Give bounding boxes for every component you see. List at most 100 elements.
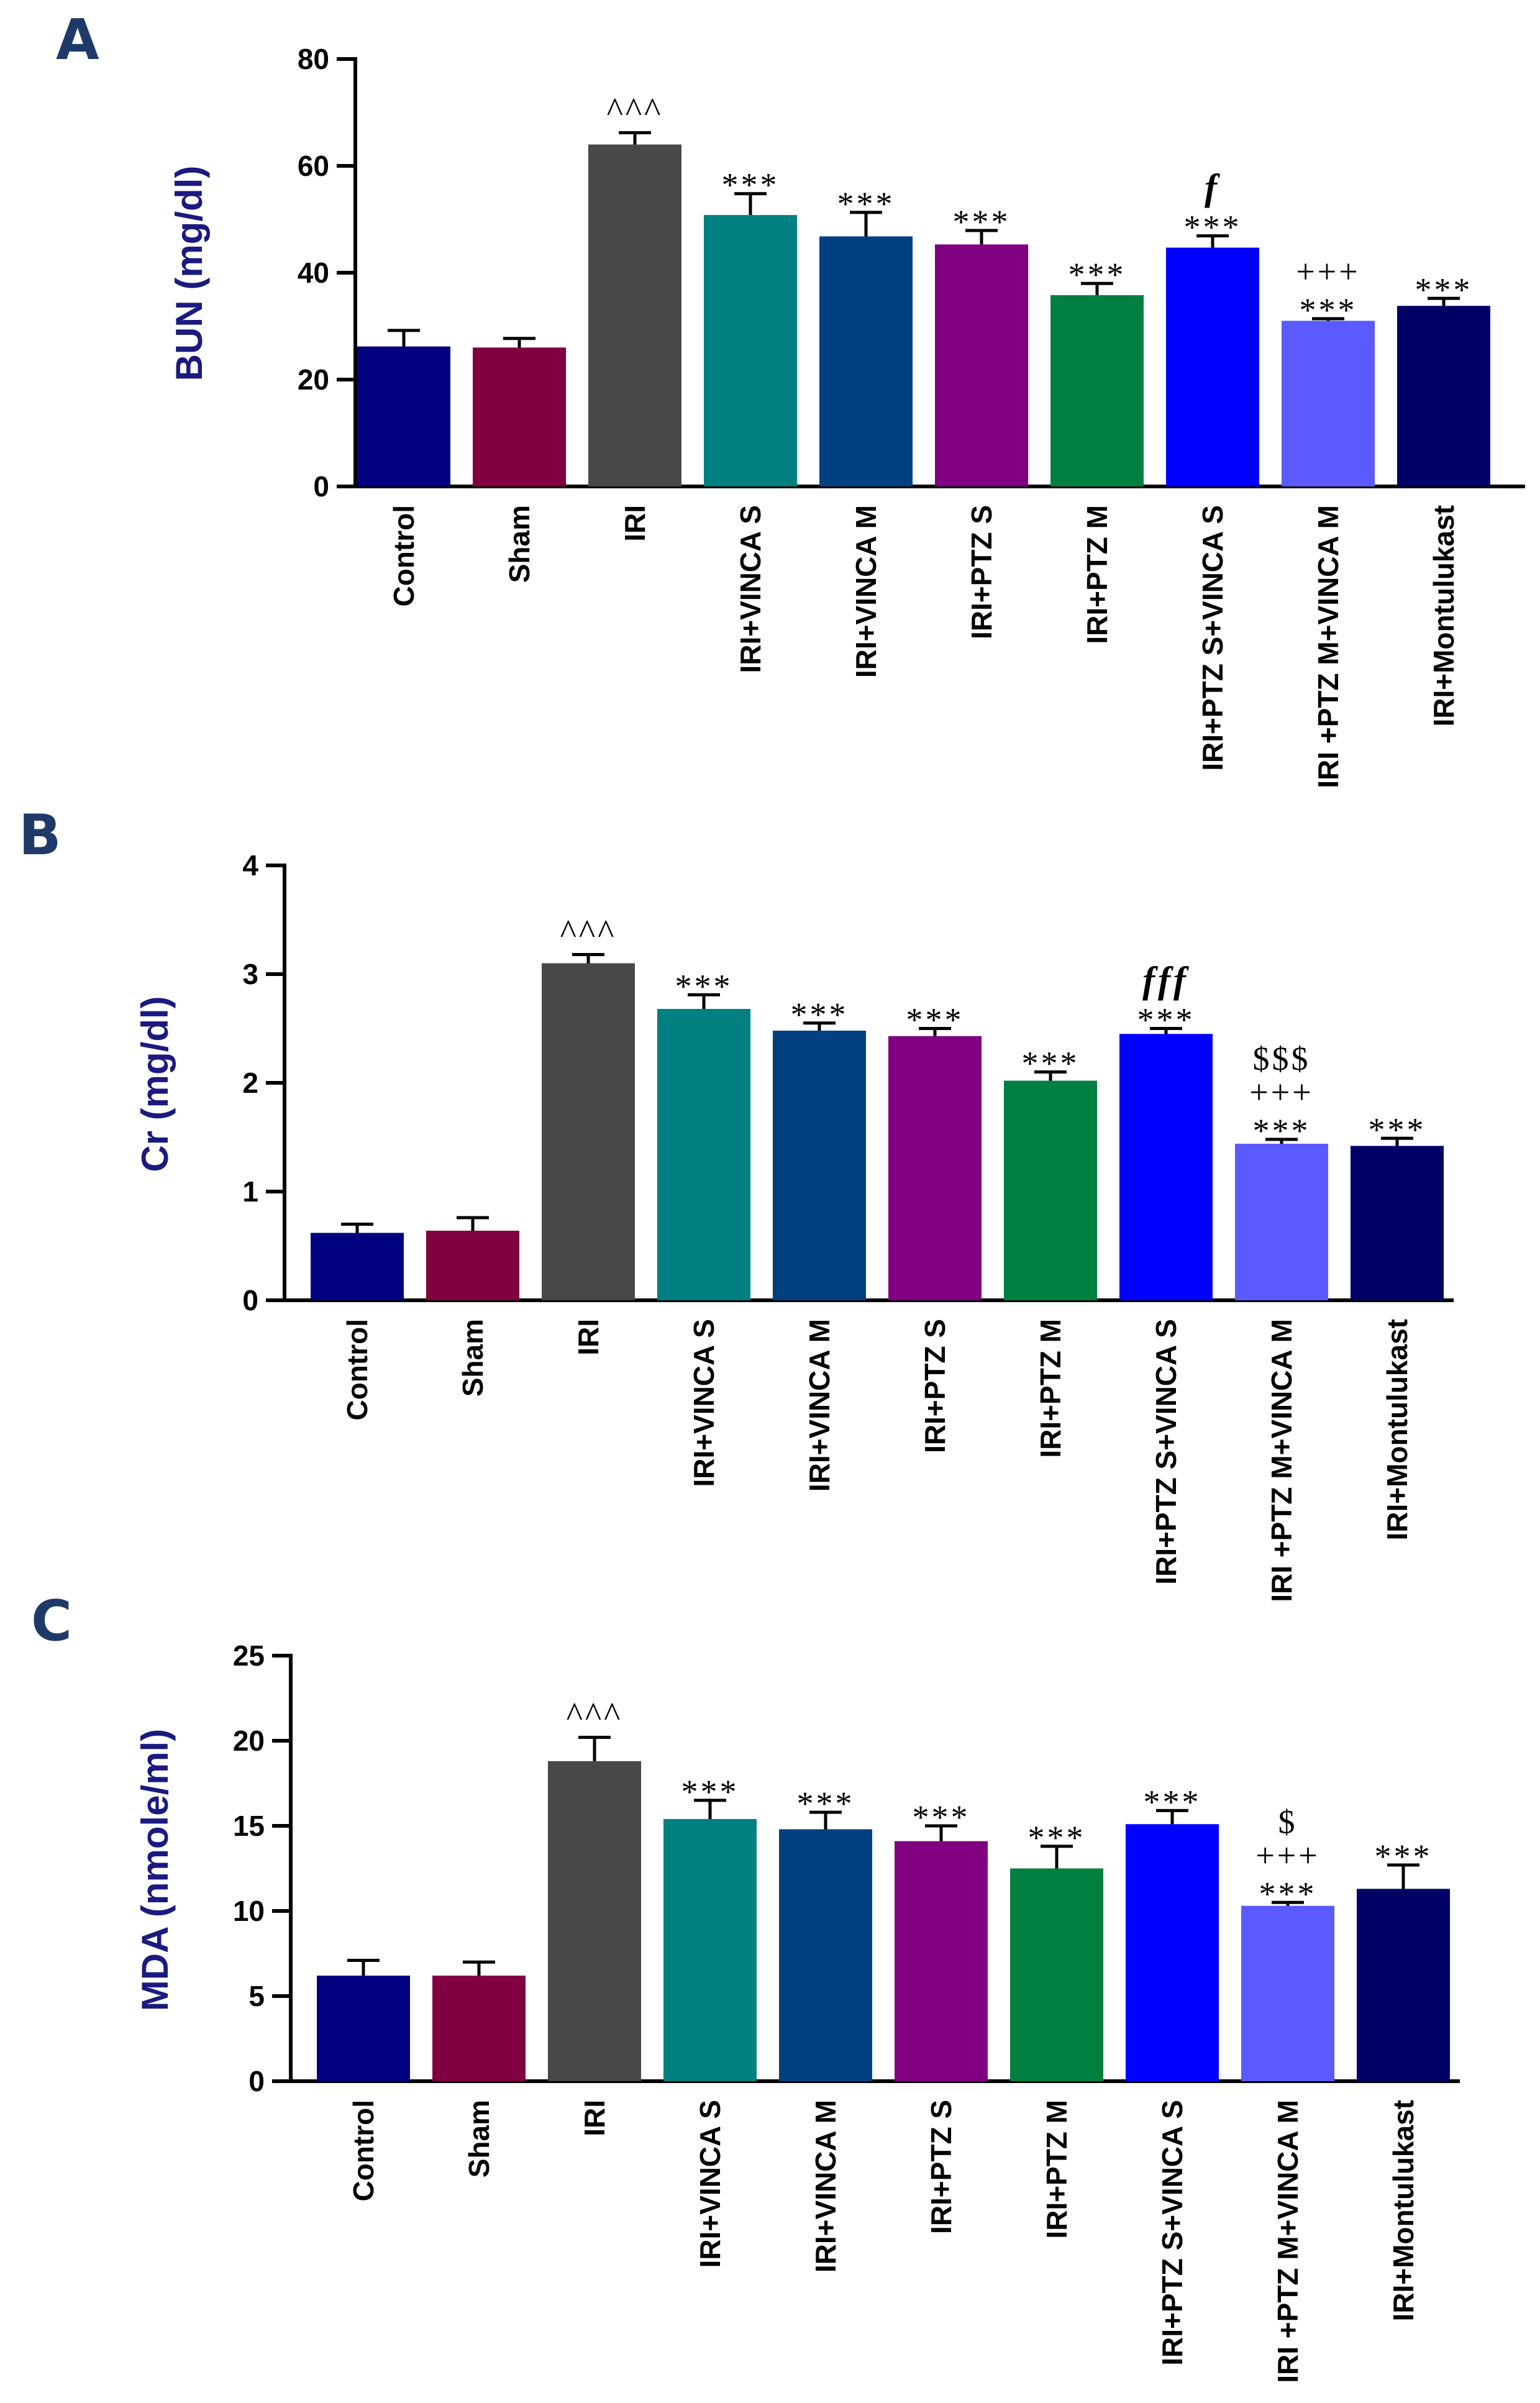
bar: [1010, 1868, 1103, 2081]
category-label: IRI+PTZ S: [925, 2100, 957, 2234]
significance-label: ^^^: [567, 1696, 623, 1735]
category-label: Control: [388, 505, 420, 607]
panel-letter: C: [31, 1589, 72, 1654]
category-label: IRI+PTZ S: [965, 505, 998, 639]
significance-label: ***: [1369, 1111, 1426, 1148]
category-label: IRI+VINCA M: [809, 2100, 842, 2273]
significance-label: ***: [1022, 1045, 1080, 1082]
significance-label: ***: [1253, 1112, 1311, 1149]
category-label: IRI+PTZ M: [1041, 2100, 1073, 2239]
category-label: IRI+PTZ S+VINCA S: [1196, 505, 1229, 771]
bar: [1282, 321, 1375, 486]
category-label: IRI: [619, 505, 651, 542]
panel-b: B 0 1 2 3 4 Cr (mg/dl) Control Sham ^^^ IRI *** IRI…: [19, 803, 1454, 1602]
panel-letter: B: [19, 803, 62, 868]
y-tick-label: 20: [298, 363, 329, 396]
category-label: IRI+Montulukast: [1428, 505, 1460, 727]
bar: [935, 244, 1028, 486]
significance-label: ^^^: [607, 91, 663, 130]
y-tick-label: 2: [242, 1067, 258, 1099]
category-label: IRI+VINCA S: [734, 505, 767, 673]
bar: [704, 215, 797, 486]
significance-label: ***: [722, 166, 780, 204]
category-label: Control: [347, 2100, 380, 2202]
bar: [1241, 1905, 1334, 2081]
y-tick-label: 60: [298, 150, 329, 182]
significance-label: ***: [913, 1799, 970, 1836]
category-label: IRI+PTZ S+VINCA S: [1150, 1319, 1182, 1585]
bar: [819, 236, 913, 486]
bar: [473, 347, 566, 486]
bar: [888, 1036, 982, 1300]
bar: [357, 346, 450, 486]
y-tick-label: 40: [298, 257, 329, 289]
category-label: IRI+VINCA M: [850, 505, 882, 678]
category-label: IRI: [578, 2100, 611, 2136]
y-tick-label: 3: [242, 958, 258, 990]
category-label: IRI+VINCA S: [694, 2100, 726, 2268]
significance-label: ***: [797, 1785, 855, 1822]
significance-label: ***: [1068, 256, 1126, 293]
category-label: Sham: [503, 505, 535, 583]
significance-label: ***: [1144, 1783, 1201, 1820]
panel-letter: A: [56, 7, 99, 73]
bar: [1119, 1034, 1213, 1300]
significance-label: ***: [1259, 1875, 1317, 1912]
significance-label: f: [1205, 167, 1221, 208]
significance-label: ***: [953, 203, 1011, 240]
y-axis-title: MDA (nmole/ml): [134, 1729, 176, 2011]
category-label: IRI+Montulukast: [1381, 1319, 1413, 1541]
category-label: IRI +PTZ M+VINCA M: [1312, 505, 1344, 788]
significance-label: +++: [1255, 1836, 1319, 1874]
significance-label: ***: [1375, 1838, 1433, 1875]
significance-label: ***: [675, 967, 733, 1005]
category-label: IRI+Montulukast: [1387, 2100, 1419, 2322]
bar: [657, 1009, 750, 1300]
y-tick-label: 0: [242, 1284, 258, 1316]
bar: [663, 1819, 757, 2081]
significance-label: fff: [1142, 960, 1190, 1001]
significance-label: ***: [1300, 291, 1357, 329]
bar: [1357, 1889, 1450, 2081]
category-label: IRI: [572, 1319, 604, 1356]
bar: [426, 1231, 519, 1300]
y-tick-label: 4: [242, 849, 258, 882]
bar: [1166, 247, 1259, 486]
bar: [1126, 1824, 1219, 2081]
bar: [1351, 1146, 1444, 1300]
panel-a: A 0 20 40 60 80 BUN (mg/dl) Control Sham ^^^ IRI *…: [56, 7, 1525, 788]
bar: [1397, 306, 1490, 486]
category-label: IRI+PTZ M: [1034, 1319, 1067, 1458]
bar: [773, 1031, 866, 1300]
y-tick-label: 5: [248, 1980, 265, 2012]
category-label: IRI+PTZ M: [1081, 505, 1113, 644]
category-label: IRI +PTZ M+VINCA M: [1265, 1319, 1298, 1602]
category-label: IRI+PTZ S: [919, 1319, 951, 1453]
category-label: IRI+VINCA S: [688, 1319, 720, 1487]
category-label: IRI +PTZ M+VINCA M: [1272, 2100, 1304, 2383]
significance-label: ***: [1184, 209, 1242, 246]
significance-label: ***: [1415, 271, 1473, 308]
bar: [311, 1233, 404, 1300]
bar: [317, 1976, 410, 2081]
bar: [542, 963, 635, 1300]
bar: [432, 1976, 526, 2081]
significance-label: ***: [791, 996, 849, 1033]
category-label: IRI+VINCA M: [803, 1319, 836, 1492]
bar: [779, 1829, 872, 2081]
significance-label: $: [1278, 1803, 1298, 1840]
significance-label: ^^^: [560, 913, 617, 952]
significance-label: +++: [1296, 253, 1360, 290]
bar: [1050, 295, 1144, 486]
significance-label: ***: [1137, 1001, 1195, 1039]
category-label: Sham: [463, 2100, 495, 2177]
y-axis-title: Cr (mg/dl): [134, 996, 176, 1172]
category-label: Control: [341, 1319, 373, 1421]
bar: [548, 1761, 641, 2081]
y-tick-label: 25: [233, 1639, 265, 1672]
y-tick-label: 10: [233, 1895, 265, 1927]
y-tick-label: 20: [233, 1725, 265, 1757]
significance-label: $$$: [1253, 1040, 1311, 1077]
bar: [588, 144, 681, 487]
